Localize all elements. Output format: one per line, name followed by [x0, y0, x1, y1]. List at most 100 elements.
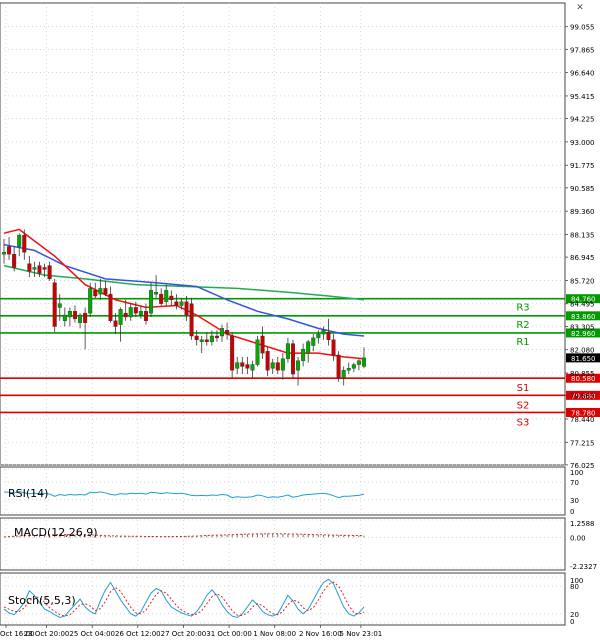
- candle: [265, 347, 270, 376]
- candle-body: [235, 362, 240, 369]
- rsi-axis: 100 70 30 0: [570, 469, 583, 516]
- price-tick-label: 84.495: [570, 301, 595, 309]
- candle-body: [336, 354, 341, 379]
- candle-body: [123, 312, 128, 318]
- candle-body: [290, 343, 295, 375]
- level-price-box: [566, 328, 600, 338]
- close-icon[interactable]: ✕: [576, 3, 584, 13]
- candle-body: [174, 301, 179, 306]
- candle-body: [199, 339, 204, 342]
- candle-body: [311, 337, 316, 346]
- price-grid: [0, 3, 565, 466]
- candle: [37, 261, 42, 278]
- price-tick-label: 97.865: [570, 46, 595, 54]
- candle: [214, 330, 219, 342]
- candle-body: [361, 357, 366, 367]
- price-tick-label: 76.025: [570, 462, 595, 470]
- rsi-title: RSI(14): [8, 487, 48, 500]
- candle-body: [275, 362, 280, 371]
- candle-body: [346, 368, 351, 371]
- candle: [2, 238, 6, 264]
- candle: [27, 256, 32, 278]
- level-price-box: [566, 294, 600, 304]
- candle-body: [47, 265, 52, 280]
- candle: [351, 362, 356, 373]
- current-price-label: 81.650: [571, 355, 596, 363]
- candle: [62, 307, 67, 327]
- candle-body: [2, 252, 6, 255]
- stoch-title: Stoch(5,5,3): [8, 594, 76, 607]
- candle: [341, 366, 346, 386]
- level-price-box: [566, 311, 600, 321]
- candle: [47, 261, 52, 281]
- candle: [326, 318, 331, 346]
- candle: [250, 360, 255, 378]
- level-price-box: [566, 407, 600, 417]
- price-tick-label: 86.945: [570, 254, 595, 262]
- level-price-box: [566, 373, 600, 383]
- candle: [57, 294, 62, 321]
- candle: [169, 290, 174, 306]
- candle: [179, 297, 184, 310]
- time-tick-label: 26 Oct 12:00: [115, 630, 161, 638]
- candle-body: [27, 263, 32, 272]
- osc-tick-label: 70: [570, 479, 579, 487]
- candle: [361, 347, 366, 369]
- candle: [255, 335, 260, 367]
- candle-body: [62, 314, 67, 321]
- candle-body: [103, 288, 108, 295]
- candle: [306, 339, 311, 363]
- candle-body: [113, 320, 118, 327]
- osc-tick-label: 20: [570, 611, 579, 619]
- level-name-r3: R3: [516, 303, 529, 314]
- candle: [149, 282, 154, 317]
- candle: [301, 343, 306, 367]
- candle: [133, 301, 138, 317]
- price-tick-label: 93.000: [570, 139, 595, 147]
- candle: [356, 358, 361, 371]
- candle: [189, 297, 194, 340]
- macd-bars: [3, 533, 365, 538]
- price-tick-label: 96.640: [570, 70, 595, 78]
- candle: [296, 356, 301, 386]
- candle-body: [138, 311, 143, 316]
- candle: [280, 353, 285, 380]
- stoch-k-line: [3, 578, 365, 619]
- level-price-label: 78.780: [571, 409, 596, 417]
- time-tick-label: 31 Oct 00:00: [206, 630, 252, 638]
- candle-body: [67, 311, 72, 318]
- candle-body: [296, 360, 301, 371]
- candle-body: [255, 339, 260, 365]
- candle: [260, 326, 265, 359]
- candle-body: [164, 290, 169, 302]
- candle: [154, 275, 159, 298]
- osc-tick-label: 0: [570, 508, 574, 516]
- level-name-s1: S1: [517, 383, 530, 394]
- rsi-lines: [3, 490, 365, 499]
- candle: [285, 337, 290, 363]
- price-tick-label: 88.135: [570, 231, 595, 239]
- candle-body: [189, 303, 194, 337]
- price-tick-label: 90.585: [570, 185, 595, 193]
- candle: [194, 330, 199, 346]
- osc-tick-label: 1.2588: [570, 520, 595, 528]
- osc-tick-label: 80: [570, 583, 579, 591]
- candle: [275, 356, 280, 375]
- candles: [2, 229, 366, 386]
- time-tick-label: 25 Oct 04:00: [69, 630, 115, 638]
- candle: [72, 305, 77, 323]
- candle-body: [245, 364, 250, 369]
- candle: [321, 326, 326, 340]
- candle: [12, 246, 17, 272]
- candle-body: [280, 358, 285, 371]
- candle-body: [98, 288, 103, 295]
- candle-body: [260, 335, 265, 354]
- candle: [108, 286, 113, 323]
- candle: [159, 288, 164, 306]
- stoch-d-line: [3, 581, 365, 617]
- time-tick-label: 23 Oct 20:00: [24, 630, 70, 638]
- candle-body: [143, 311, 148, 321]
- candle: [220, 324, 225, 342]
